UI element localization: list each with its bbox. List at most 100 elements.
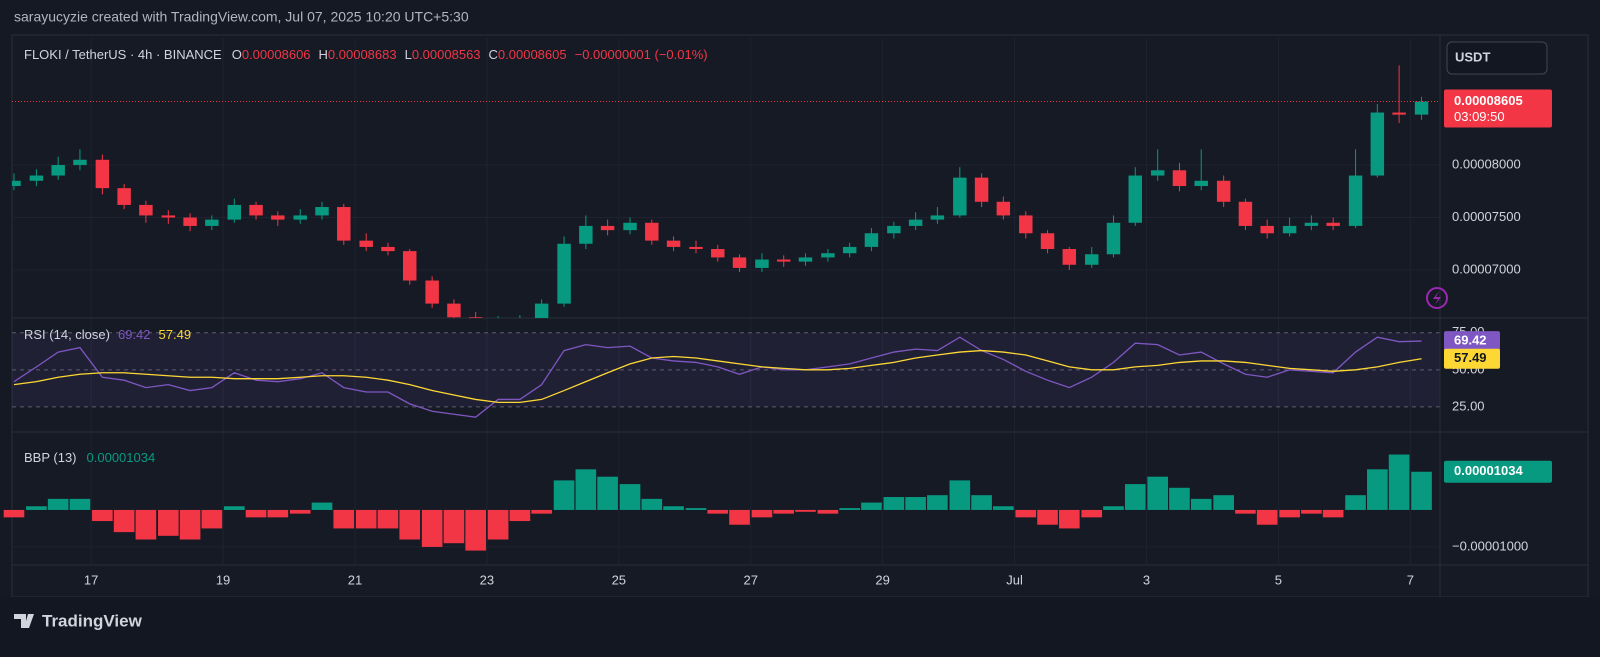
candle-body: [776, 259, 791, 262]
rsi-line: [13, 349, 1422, 404]
alert-icon-bolt: [1433, 291, 1441, 305]
legend-change: −0.00000001 (−0.01%): [575, 47, 708, 62]
y-tick-label: 0.00008000: [1452, 156, 1521, 171]
alert-icon[interactable]: [1426, 287, 1448, 309]
bbp-bar: [1213, 495, 1234, 510]
candle-body: [1085, 254, 1099, 265]
bbp-bar: [531, 509, 552, 514]
bbp-bar: [773, 509, 795, 514]
bbp-bar: [1301, 509, 1322, 514]
brand: TradingView: [42, 611, 143, 630]
rsi-ma-value: 57.49: [159, 327, 192, 342]
x-tick-label: Jul: [1006, 572, 1023, 587]
x-tick-label: 5: [1275, 572, 1282, 587]
currency-button[interactable]: [1446, 41, 1548, 75]
bbp-bar: [927, 495, 948, 510]
bbp-bar: [289, 509, 311, 514]
bbp-bar: [1015, 509, 1037, 518]
bbp-bar: [839, 508, 860, 510]
bbp-bar: [685, 508, 707, 510]
value-box-label: 0.00001034: [1454, 463, 1523, 478]
bbp-bar: [311, 502, 333, 510]
candle-body: [293, 215, 307, 220]
rsi-title: RSI (14, close): [24, 327, 110, 342]
x-tick-label: 23: [480, 572, 494, 587]
candle-body: [1238, 201, 1253, 226]
bbp-bar: [663, 506, 684, 510]
candle-body: [732, 257, 747, 268]
bbp-bar: [575, 469, 597, 510]
candle-body: [359, 240, 373, 247]
bbp-bar: [201, 509, 223, 529]
candle-body: [139, 204, 153, 216]
legend-value: 0.00008606: [242, 47, 311, 62]
candle-body: [974, 177, 989, 202]
bbp-bar: [883, 497, 905, 510]
candle-body: [821, 253, 835, 258]
x-tick-label: 25: [612, 572, 626, 587]
legend-key: L: [405, 47, 412, 62]
x-tick-label: 19: [216, 572, 230, 587]
bbp-bar: [487, 509, 509, 540]
legend-key: O: [232, 47, 242, 62]
bbp-bar: [817, 509, 839, 514]
candle-body: [1062, 249, 1077, 265]
candle-body: [1216, 180, 1231, 202]
candle-body: [1019, 215, 1033, 234]
candle-body: [315, 207, 329, 216]
candle-body: [908, 219, 923, 226]
bbp-bar: [1169, 487, 1190, 510]
bbp-bar: [3, 509, 25, 518]
bbp-bar: [399, 509, 421, 540]
legend-key: C: [489, 47, 498, 62]
bbp-bar: [707, 509, 729, 514]
bbp-bar: [1345, 495, 1366, 510]
marks: [3, 65, 1440, 551]
candle-body: [161, 215, 176, 218]
legend-key: H: [319, 47, 328, 62]
y-tick-label: 0.00007000: [1452, 261, 1521, 276]
rsi-legend: RSI (14, close) 69.42 57.49: [24, 327, 191, 342]
candle-body: [842, 246, 857, 254]
last-price-box: [1444, 89, 1552, 128]
bbp-bar: [47, 498, 69, 510]
currency[interactable]: USDT: [1455, 49, 1490, 64]
attribution: sarayucyzie created with TradingView.com…: [14, 9, 469, 25]
candle-body: [447, 303, 461, 318]
candles: [12, 65, 1429, 318]
bbp-bar: [509, 509, 531, 522]
x-tick-label: 29: [875, 572, 889, 587]
candle-body: [227, 204, 242, 220]
bbp-bar: [245, 509, 267, 518]
bbp-bar: [553, 480, 575, 510]
x-tick-label: 17: [84, 572, 98, 587]
bbp-bar: [949, 480, 971, 510]
candle-body: [864, 233, 879, 247]
bbp-bar: [597, 476, 618, 510]
y-tick-label: 0.00007500: [1452, 209, 1521, 224]
candle-body: [1282, 225, 1297, 234]
bbp-bar: [69, 498, 91, 510]
bbp-value: 0.00001034: [87, 450, 156, 465]
candle-body: [996, 201, 1011, 216]
candle-body: [117, 188, 131, 205]
candle-body: [51, 165, 65, 176]
legend: FLOKI / TetherUS · 4h · BINANCE O0.000086…: [24, 47, 708, 62]
footer: [0, 597, 1600, 657]
legend-value: 0.00008563: [412, 47, 481, 62]
bbp-bar: [443, 509, 465, 544]
candle-body: [425, 280, 439, 304]
bbp-title: BBP (13): [24, 450, 77, 465]
candle-body: [1370, 112, 1385, 176]
bbp-bar: [619, 484, 641, 510]
candle-body: [534, 303, 549, 318]
bbp-bar: [1256, 509, 1278, 525]
bbp-bar: [113, 509, 135, 533]
candle-body: [623, 222, 637, 231]
candle-body: [1194, 180, 1208, 187]
bbp-bar: [1388, 454, 1410, 510]
candle-body: [953, 177, 967, 216]
candle-body: [579, 225, 593, 244]
bbp-bar: [179, 509, 201, 540]
bbp-bar: [1367, 469, 1388, 510]
